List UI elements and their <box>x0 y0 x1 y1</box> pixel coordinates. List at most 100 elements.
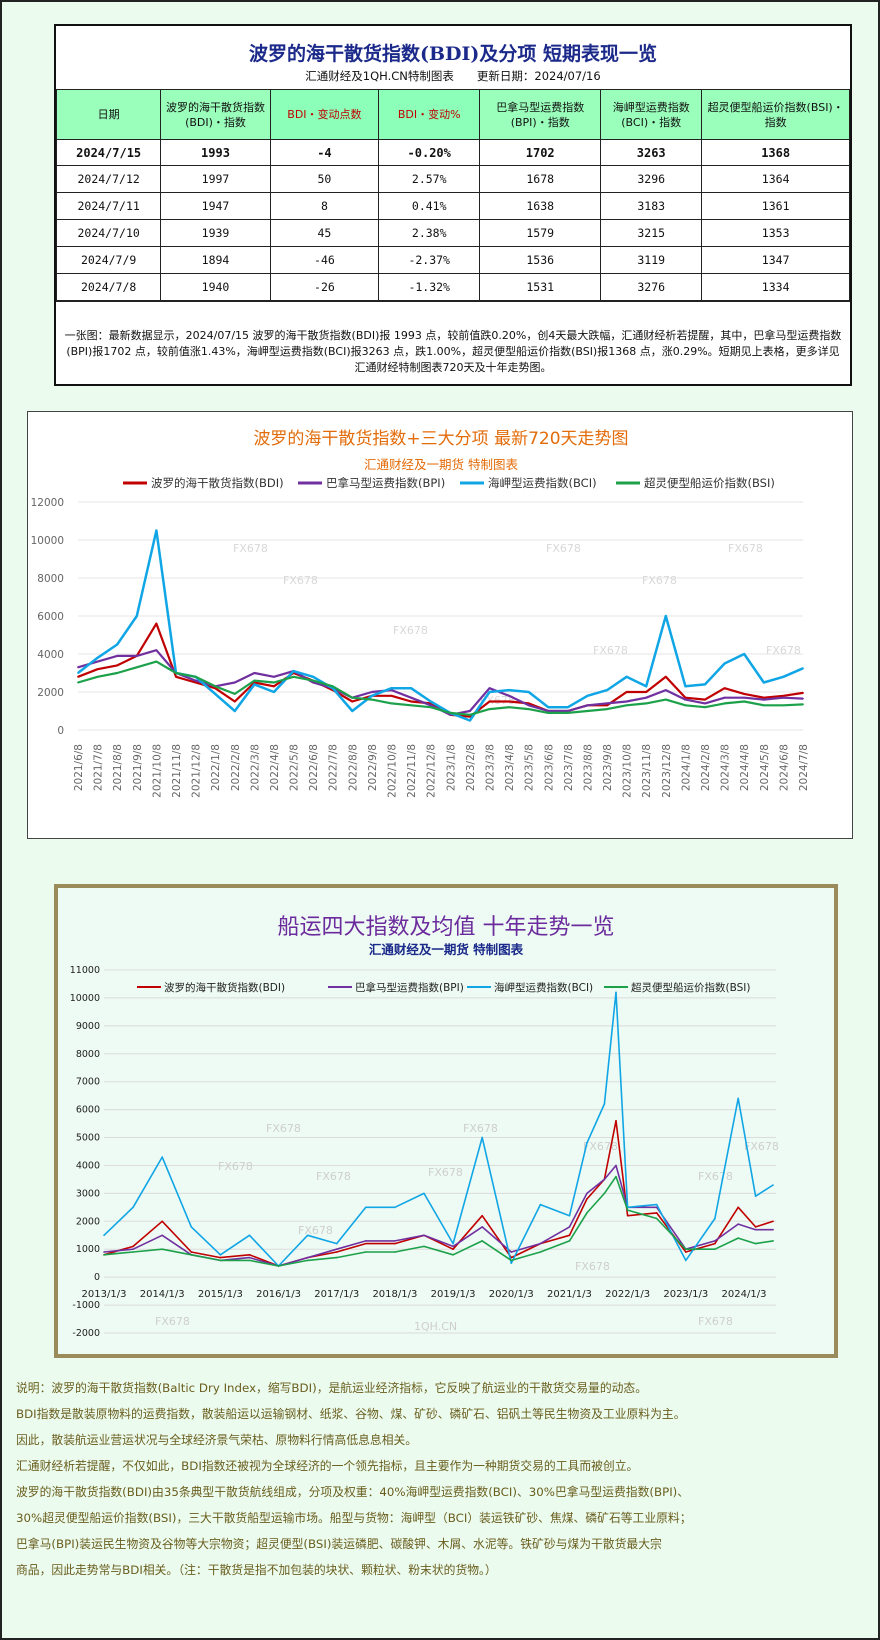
data-point <box>685 1248 687 1251</box>
watermark-text: FX678 <box>428 1166 463 1179</box>
data-point <box>772 1220 774 1223</box>
data-point <box>351 700 354 703</box>
chart1-subtitle: 汇通财经及一期货 特制图表 <box>364 457 518 472</box>
data-point <box>527 708 530 710</box>
data-point <box>737 1237 739 1239</box>
data-point <box>161 1220 163 1223</box>
data-point <box>161 1156 163 1158</box>
table-cell: 2024/7/8 <box>55 273 162 301</box>
data-point <box>394 1251 396 1253</box>
watermark-text: FX678 <box>698 1315 733 1328</box>
data-point <box>508 700 510 703</box>
data-point <box>685 1259 687 1262</box>
table-row: 2024/7/9 1894 -46 -2.37% 1536 3119 1347 <box>55 246 850 274</box>
data-point <box>214 693 217 695</box>
data-point <box>155 622 158 625</box>
data-point <box>468 710 471 712</box>
data-point <box>714 1248 716 1251</box>
data-point <box>508 706 510 709</box>
data-point <box>723 662 726 665</box>
x-tick-label: 2023/1/3 <box>663 1289 708 1300</box>
data-point <box>116 655 119 657</box>
data-point <box>351 710 354 712</box>
data-point <box>704 683 706 686</box>
data-point <box>481 1226 483 1228</box>
data-point <box>772 1228 774 1231</box>
data-point <box>510 1262 513 1264</box>
data-point <box>452 1254 454 1256</box>
x-tick-label: 2023/6/8 <box>543 744 555 791</box>
data-point <box>743 696 746 699</box>
data-point <box>508 689 510 691</box>
data-point <box>772 1184 774 1186</box>
data-point <box>190 1254 193 1256</box>
data-point <box>190 1226 193 1228</box>
table-cell: 2.57% <box>378 165 481 193</box>
table-cell: 3119 <box>600 246 703 274</box>
data-point <box>423 1245 425 1248</box>
x-tick-label: 2022/2/8 <box>230 744 242 791</box>
data-point <box>714 1217 716 1220</box>
data-point <box>194 679 197 682</box>
table-cell: 2.38% <box>378 219 481 247</box>
data-point <box>253 672 256 674</box>
data-point <box>754 1195 757 1197</box>
y-tick-label: 4000 <box>76 1160 100 1171</box>
x-tick-label: 2023/9/8 <box>602 744 614 791</box>
data-point <box>306 1256 309 1259</box>
x-tick-label: 2021/8/8 <box>112 744 124 791</box>
table-cell: 2024/7/10 <box>55 219 162 247</box>
watermark-text: FX678 <box>642 574 677 587</box>
data-point <box>737 1223 739 1225</box>
series-line <box>77 529 804 722</box>
summary-table-panel: 波罗的海干散货指数(BDI)及分项 短期表现一览 汇通财经及1QH.CN特制图表… <box>54 24 852 386</box>
x-tick-label: 2022/11/8 <box>406 744 418 798</box>
table-cell: 0.41% <box>378 192 481 220</box>
x-tick-label: 2024/6/8 <box>778 744 790 791</box>
data-point <box>468 715 471 718</box>
x-tick-label: 2024/2/8 <box>700 744 712 791</box>
data-point <box>566 710 569 712</box>
data-point <box>468 719 471 722</box>
table-cell: 2024/7/9 <box>55 246 162 274</box>
data-point <box>175 672 177 674</box>
data-point <box>626 1214 629 1217</box>
x-tick-label: 2022/1/3 <box>605 1289 650 1300</box>
chart2-title: 船运四大指数及均值 十年走势一览 <box>278 915 615 940</box>
data-point <box>539 1203 542 1206</box>
y-tick-label: 12000 <box>31 497 64 509</box>
data-point <box>371 694 373 697</box>
data-point <box>312 679 315 682</box>
data-point <box>547 712 550 714</box>
table-cell: -0.20% <box>378 139 481 166</box>
data-point <box>452 1242 454 1245</box>
y-tick-label: 7000 <box>76 1077 100 1088</box>
data-point <box>248 1254 251 1256</box>
watermark-text: FX678 <box>728 542 763 555</box>
table-cell: 1364 <box>701 165 850 193</box>
note-line: 商品，因此走势常与BDI相关。（注：干散货是指不加包装的块状、颗粒状、粉末状的货… <box>16 1563 497 1577</box>
data-point <box>103 1251 105 1253</box>
data-point <box>586 694 589 697</box>
data-point <box>606 689 608 691</box>
legend-label: 海岬型运费指数(BCI) <box>488 476 597 490</box>
data-point <box>606 704 608 707</box>
y-tick-label: 11000 <box>70 965 100 976</box>
data-point <box>77 666 79 669</box>
table-cell: 1678 <box>479 165 602 193</box>
note-line: 说明：波罗的海干散货指数(Baltic Dry Index，缩写BDI)，是航运… <box>16 1381 648 1395</box>
watermark-text: FX678 <box>575 1260 610 1273</box>
table-cell: 1894 <box>160 246 271 274</box>
data-point <box>568 1234 571 1237</box>
data-point <box>103 1234 105 1237</box>
data-point <box>762 704 765 707</box>
y-tick-label: 8000 <box>76 1049 100 1060</box>
y-tick-label: -2000 <box>72 1328 100 1339</box>
bdi-table: 日期 波罗的海干散货指数(BDI)・指数 BDI・变动点数 BDI・变动% 巴拿… <box>55 89 850 301</box>
x-tick-label: 2024/5/8 <box>759 744 771 791</box>
data-point <box>429 704 432 707</box>
data-point <box>568 1214 571 1217</box>
legend-label: 海岬型运费指数(BCI) <box>494 981 593 994</box>
x-tick-label: 2023/2/8 <box>465 744 477 791</box>
